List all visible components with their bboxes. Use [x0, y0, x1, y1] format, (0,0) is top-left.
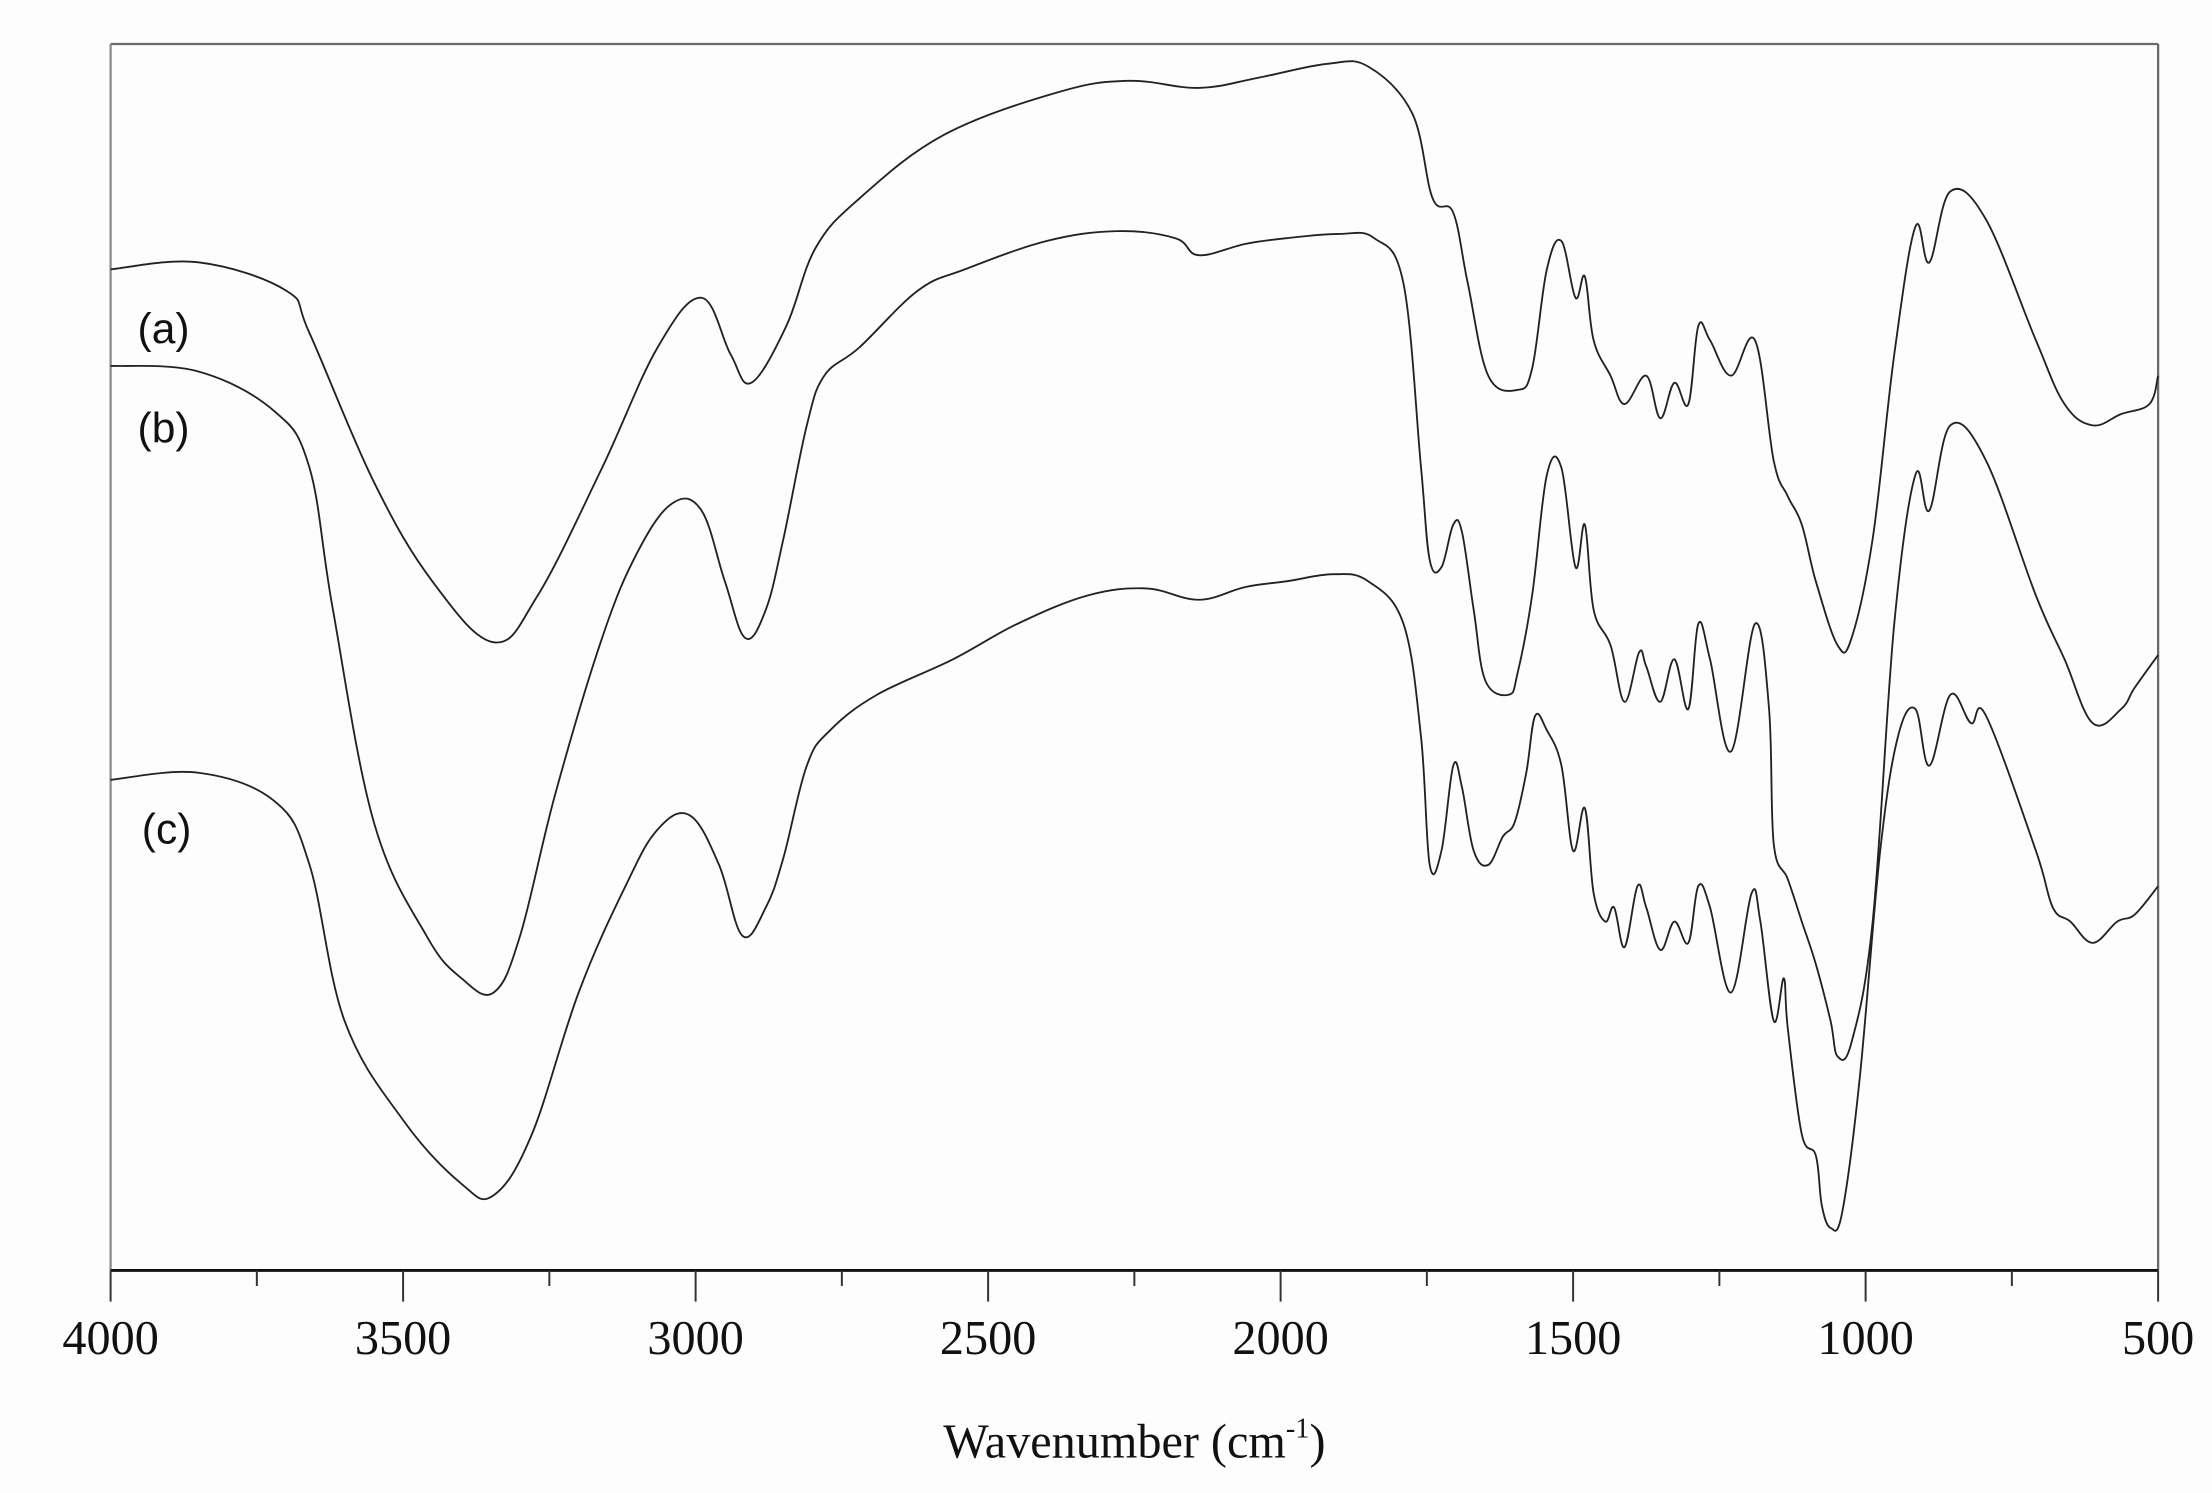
spectrum-line-c [110, 573, 2159, 1232]
series-label-a: (a) [138, 305, 190, 353]
x-tick-label: 1000 [1817, 1312, 1913, 1365]
spectrum-line-b [110, 230, 2159, 1061]
x-tick-label: 500 [2122, 1312, 2194, 1365]
plot-frame [109, 42, 2160, 1272]
series-label-c: (c) [142, 806, 192, 854]
x-axis-title-main: Wavenumber (cm [943, 1416, 1286, 1469]
x-axis-title: Wavenumber (cm-1) [943, 1414, 1325, 1469]
spectrum-line-a [110, 60, 2160, 654]
x-tick-label: 1500 [1525, 1312, 1621, 1365]
x-tick-label: 3000 [647, 1312, 743, 1365]
x-tick-label: 2000 [1232, 1312, 1328, 1365]
spectra-curves [110, 60, 2160, 1232]
x-tick-label: 4000 [62, 1312, 158, 1365]
series-labels: (a) (b) (c) [138, 305, 192, 854]
x-axis-title-close: ) [1309, 1416, 1325, 1469]
x-tick-label: 2500 [940, 1312, 1036, 1365]
x-axis-ticks [109, 1270, 2160, 1302]
x-tick-label: 3500 [355, 1312, 451, 1365]
series-label-b: (b) [138, 404, 190, 452]
x-axis-tick-labels: 4000 3500 3000 2500 2000 1500 1000 500 [62, 1312, 2194, 1365]
x-axis-title-superscript: -1 [1286, 1414, 1310, 1445]
